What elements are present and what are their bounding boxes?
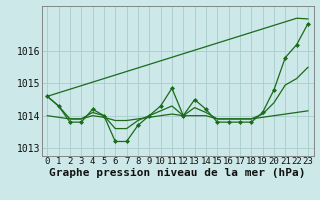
X-axis label: Graphe pression niveau de la mer (hPa): Graphe pression niveau de la mer (hPa): [49, 168, 306, 178]
